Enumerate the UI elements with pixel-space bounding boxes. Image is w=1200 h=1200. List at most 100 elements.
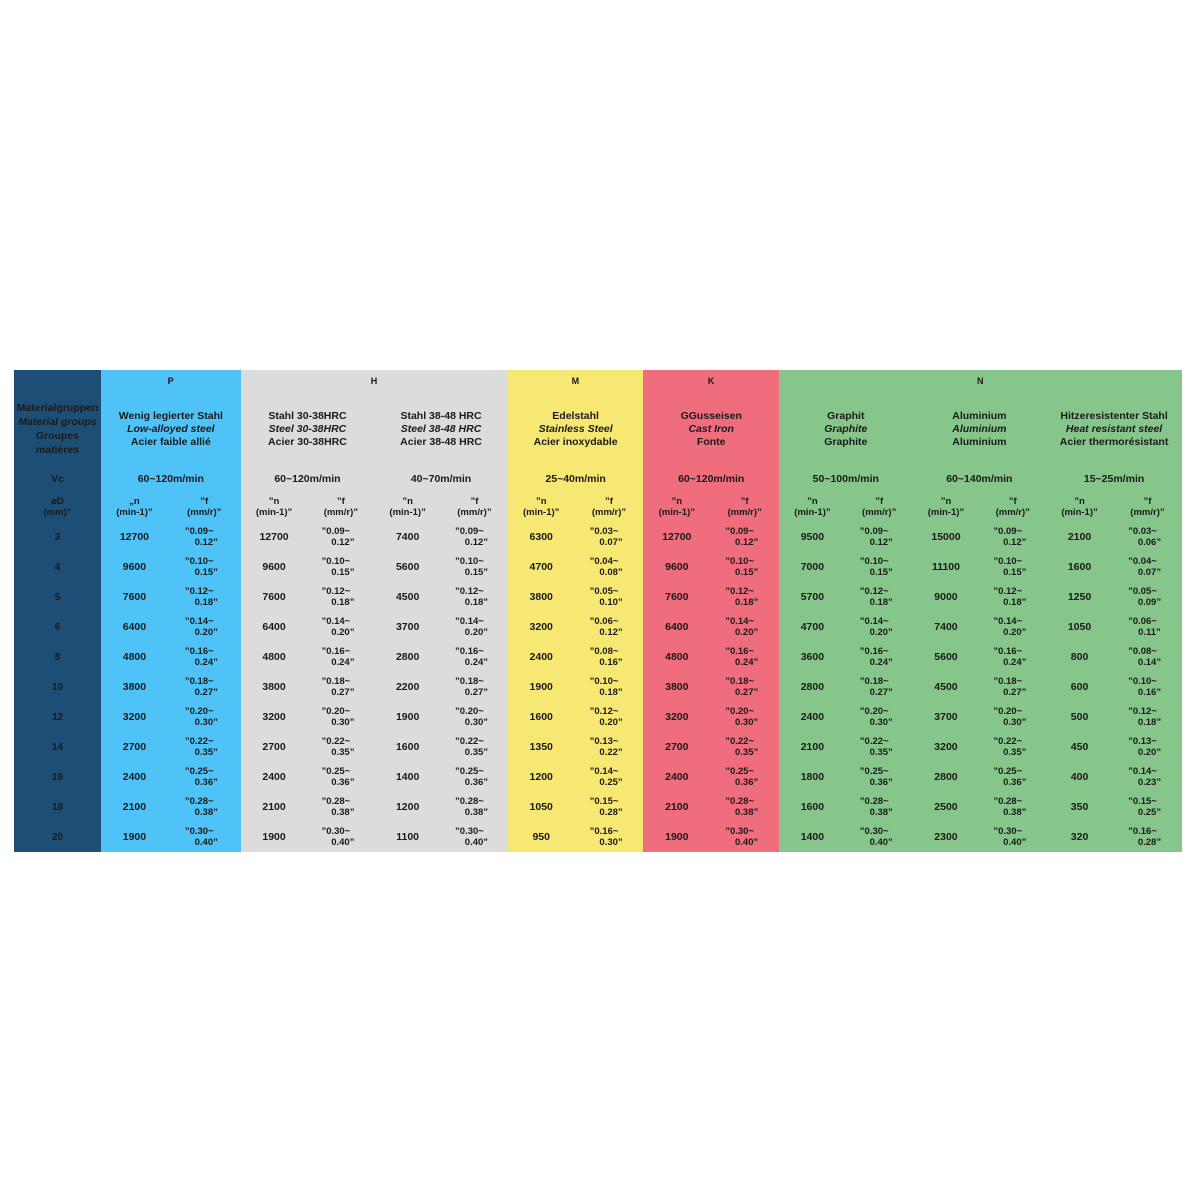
feed-min: ”0.16~ [859,646,889,657]
unit-symbol: ”n [671,496,683,507]
cell-feed-h1: ”0.10~ 0.15” [307,552,375,582]
feed-max: 0.27” [194,687,218,698]
feed-min: ”0.25~ [321,766,351,777]
feed-max: 0.20” [734,627,759,638]
cell-speed-m: 1050 [507,792,575,822]
cell-feed-n3: ”0.12~ 0.18” [1112,702,1182,732]
cell-diameter: 6 [14,612,102,642]
cell-speed-h1: 4800 [240,642,308,672]
unit-value: (min-1)” [1061,507,1098,518]
feed-max: 0.15” [194,567,218,578]
feed-min: ”0.14~ [859,616,889,627]
feed-min: ”0.20~ [993,706,1023,717]
feed-max: 0.40” [869,837,893,848]
unit-f-h1: ”f (mm/r)” [307,492,375,522]
feed-max: 0.27” [331,687,355,698]
cell-speed-h2: 1400 [374,762,442,792]
cell-feed-k: ”0.25~ 0.36” [710,762,780,792]
cell-diameter: 10 [14,672,102,702]
cell-feed-n1: ”0.16~ 0.24” [845,642,913,672]
feed-min: ”0.10~ [859,556,889,567]
feed-max: 0.35” [869,747,893,758]
table-row: 3 12700 ”0.09~ 0.12” 12700 ”0.09~ 0.12” 7400 ”0.… [14,522,1182,552]
cell-feed-h1: ”0.25~ 0.36” [307,762,375,792]
feed-min: ”0.06~ [589,616,619,627]
feed-min: ”0.13~ [1128,736,1157,747]
feed-min: ”0.10~ [993,556,1023,567]
cell-feed-n2: ”0.16~ 0.24” [979,642,1047,672]
cell-speed-m: 3800 [507,582,575,612]
cell-speed-h2: 5600 [374,552,442,582]
feed-max: 0.40” [194,837,218,848]
table-row: 5 7600 ”0.12~ 0.18” 7600 ”0.12~ 0.18” 4500 ”0.12… [14,582,1182,612]
cell-feed-n2: ”0.20~ 0.30” [979,702,1047,732]
feed-max: 0.24” [734,657,759,668]
vc-value-n3: 15~25m/min [1046,466,1182,492]
material-graphite: Graphit Graphite Graphite [779,392,913,466]
feed-min: ”0.16~ [589,826,619,837]
cell-speed-n3: 600 [1046,672,1113,702]
feed-max: 0.30” [1003,717,1027,728]
cell-speed-n2: 2800 [912,762,980,792]
cell-speed-n2: 3200 [912,732,980,762]
cell-feed-m: ”0.03~ 0.07” [574,522,644,552]
cell-speed-p: 7600 [101,582,168,612]
vc-value-h1: 60~120m/min [240,466,375,492]
feed-max: 0.18” [869,597,893,608]
cell-feed-m: ”0.12~ 0.20” [574,702,644,732]
feed-max: 0.23” [1137,777,1162,788]
feed-min: ”0.06~ [1128,616,1157,627]
material-de: Stahl 38-48 HRC [400,409,482,422]
cell-speed-n1: 2800 [779,672,846,702]
material-fr: Acier inoxydable [533,435,618,448]
cell-feed-h2: ”0.09~ 0.12” [441,522,508,552]
feed-min: ”0.08~ [589,646,619,657]
feed-min: ”0.28~ [859,796,889,807]
feed-min: ”0.25~ [455,766,484,777]
feed-min: ”0.16~ [1128,826,1157,837]
table-body: P H M K N Materialgruppen Material group… [14,370,1182,852]
feed-min: ”0.09~ [725,526,754,537]
cell-feed-p: ”0.30~ 0.40” [167,822,241,852]
feed-max: 0.30” [331,717,355,728]
cell-feed-h1: ”0.18~ 0.27” [307,672,375,702]
feed-max: 0.38” [869,807,893,818]
unit-value: (min-1)” [794,507,831,518]
unit-value: (mm/r)” [187,507,222,518]
feed-min: ”0.30~ [859,826,889,837]
feed-min: ”0.08~ [1128,646,1157,657]
table-row: 6 6400 ”0.14~ 0.20” 6400 ”0.14~ 0.20” 3700 ”0.14… [14,612,1182,642]
material-en: Low-alloyed steel [127,422,215,435]
unit-symbol: ”f [1143,496,1152,507]
cell-feed-n2: ”0.09~ 0.12” [979,522,1047,552]
cell-feed-n3: ”0.05~ 0.09” [1112,582,1182,612]
feed-min: ”0.18~ [321,676,351,687]
cell-feed-p: ”0.22~ 0.35” [167,732,241,762]
material-groups-fr: Groupes matières [35,430,80,456]
feed-min: ”0.15~ [1128,796,1157,807]
feed-min: ”0.22~ [321,736,351,747]
unit-symbol: ”f [740,496,749,507]
cell-diameter: 14 [14,732,102,762]
cell-feed-n3: ”0.04~ 0.07” [1112,552,1182,582]
feed-min: ”0.30~ [321,826,351,837]
unit-n-p: „n (min-1)” [101,492,168,522]
feed-max: 0.16” [599,657,623,668]
material-en: Steel 38-48 HRC [400,422,482,435]
cell-speed-n3: 1250 [1046,582,1113,612]
cell-feed-h1: ”0.14~ 0.20” [307,612,375,642]
feed-min: ”0.16~ [725,646,754,657]
cell-speed-p: 3200 [101,702,168,732]
feed-min: ”0.28~ [993,796,1023,807]
feed-max: 0.38” [331,807,355,818]
cutting-data-table: P H M K N Materialgruppen Material group… [14,370,1182,852]
feed-max: 0.20” [869,627,893,638]
material-heat-resistant-steel: Hitzeresistenter Stahl Heat resistant st… [1046,392,1182,466]
unit-value: (min-1)” [389,507,426,518]
unit-f-m: ”f (mm/r)” [574,492,644,522]
feed-max: 0.36” [194,777,218,788]
material-fr: Aluminium [952,435,1007,448]
feed-min: ”0.12~ [455,586,484,597]
unit-value: (mm/r)” [457,507,492,518]
feed-max: 0.35” [194,747,218,758]
